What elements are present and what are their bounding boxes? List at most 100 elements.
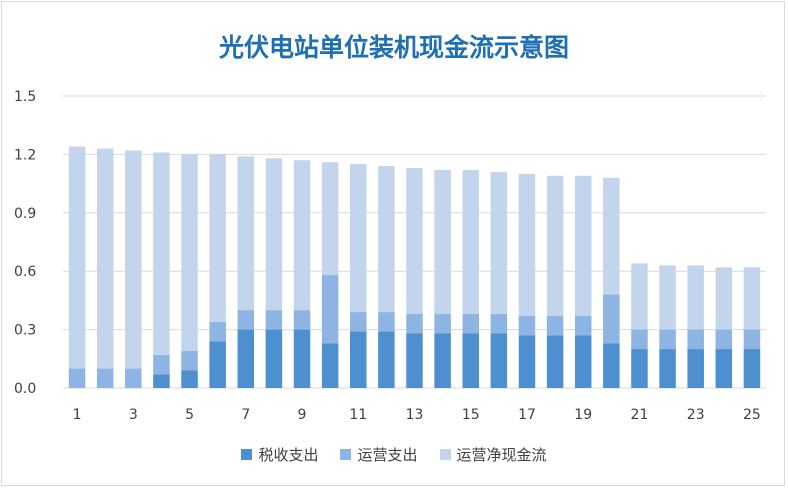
x-tick-label: 11 (349, 407, 367, 423)
bar-segment-s1-c24 (715, 329, 733, 350)
y-tick-label: 1.5 (14, 89, 36, 105)
bar-segment-s0-c13 (406, 333, 423, 388)
bar-segment-s2-c4 (153, 152, 170, 355)
bar-segment-s0-c23 (687, 349, 704, 388)
bar-segment-s0-c7 (237, 329, 255, 388)
x-tick-label: 25 (743, 407, 761, 423)
legend-item-0: 税收支出 (241, 444, 318, 465)
bar-segment-s0-c16 (490, 333, 508, 388)
bar-segment-s0-c5 (181, 370, 198, 388)
bar-segment-s2-c5 (181, 154, 198, 352)
bar-segment-s1-c17 (518, 315, 536, 336)
bar-segment-s2-c22 (659, 265, 676, 330)
bar-segment-s0-c25 (743, 349, 761, 388)
bar-segment-s0-c24 (715, 349, 733, 388)
x-tick-label: 21 (631, 407, 649, 423)
bar-segment-s2-c11 (350, 164, 367, 313)
bar-segment-s1-c10 (321, 275, 339, 344)
bar-segment-s1-c16 (490, 314, 508, 334)
bar-segment-s1-c11 (350, 312, 367, 332)
y-tick-label: 1.2 (14, 147, 36, 163)
y-tick-label: 0.9 (14, 206, 36, 222)
bar-segment-s2-c15 (462, 169, 479, 315)
bar-segment-s2-c19 (574, 175, 592, 316)
bars (68, 146, 761, 388)
bar-segment-s2-c10 (321, 162, 339, 276)
bar-segment-s0-c14 (434, 333, 451, 388)
bar-segment-s2-c18 (546, 175, 564, 316)
bar-segment-s0-c4 (153, 374, 170, 388)
bar-segment-s1-c13 (406, 314, 423, 334)
x-tick-labels: 1 3 5 7 9 11 13 15 17 19 21 23 25 (73, 407, 761, 423)
legend-swatch (439, 449, 451, 460)
bar-segment-s2-c20 (603, 177, 620, 295)
bar-segment-s2-c12 (378, 166, 395, 313)
bar-segment-s0-c21 (631, 349, 648, 388)
bar-segment-s2-c21 (631, 263, 648, 330)
bar-segment-s0-c6 (209, 341, 226, 388)
bar-segment-s2-c1 (68, 146, 86, 369)
bar-segment-s2-c24 (715, 267, 733, 330)
x-tick-label: 5 (185, 407, 194, 423)
bar-segment-s1-c22 (659, 329, 676, 350)
bar-segment-s0-c15 (462, 333, 479, 388)
bar-segment-s1-c2 (96, 368, 114, 388)
bar-segment-s2-c6 (209, 154, 226, 322)
y-tick-label: 0.3 (14, 323, 36, 339)
bar-segment-s2-c7 (237, 156, 255, 311)
bar-segment-s2-c8 (265, 158, 283, 311)
bar-segment-s1-c1 (68, 368, 86, 388)
x-tick-label: 15 (462, 407, 480, 423)
bar-segment-s1-c3 (125, 368, 142, 388)
bar-segment-s0-c8 (265, 329, 283, 388)
legend-item-2: 运营净现金流 (439, 444, 547, 465)
bar-segment-s1-c12 (378, 312, 395, 332)
bar-segment-s0-c9 (293, 329, 311, 388)
bar-segment-s1-c6 (209, 321, 226, 342)
bar-segment-s1-c25 (743, 329, 761, 350)
x-tick-label: 3 (129, 407, 138, 423)
bar-segment-s1-c15 (462, 314, 479, 334)
bar-segment-s2-c16 (490, 171, 508, 315)
bar-segment-s2-c2 (96, 148, 114, 369)
y-tick-labels: 0.0 0.3 0.6 0.9 1.2 1.5 (14, 89, 36, 397)
x-tick-label: 7 (241, 407, 250, 423)
bar-segment-s0-c11 (350, 331, 367, 388)
y-tick-label: 0.0 (14, 381, 36, 397)
bar-segment-s2-c13 (406, 168, 423, 315)
bar-segment-s1-c23 (687, 329, 704, 350)
bar-segment-s0-c19 (574, 335, 592, 388)
bar-segment-s1-c18 (546, 315, 564, 336)
bar-segment-s2-c3 (125, 150, 142, 369)
bar-segment-s2-c17 (518, 173, 536, 316)
bar-segment-s1-c5 (181, 351, 198, 371)
legend-label: 运营支出 (357, 446, 418, 464)
chart-title: 光伏电站单位装机现金流示意图 (218, 33, 569, 62)
x-tick-label: 17 (518, 407, 536, 423)
bar-segment-s1-c8 (265, 310, 283, 330)
bar-segment-s1-c7 (237, 310, 255, 330)
x-tick-label: 23 (687, 407, 705, 423)
bar-segment-s0-c22 (659, 349, 676, 388)
bar-segment-s1-c20 (603, 294, 620, 344)
y-tick-label: 0.6 (14, 264, 36, 280)
bar-segment-s0-c10 (321, 343, 339, 388)
bar-segment-s2-c25 (743, 267, 761, 330)
bar-segment-s1-c21 (631, 329, 648, 350)
bar-segment-s1-c19 (574, 315, 592, 336)
legend-item-1: 运营支出 (340, 444, 418, 465)
legend-swatch (241, 449, 253, 460)
bar-segment-s1-c4 (153, 354, 170, 375)
bar-segment-s1-c14 (434, 314, 451, 334)
bar-segment-s0-c17 (518, 335, 536, 388)
bar-segment-s2-c14 (434, 169, 451, 315)
x-tick-label: 9 (298, 407, 307, 423)
bar-segment-s1-c9 (293, 310, 311, 330)
legend-swatch (340, 449, 352, 460)
bar-segment-s2-c23 (687, 265, 704, 330)
legend-label: 税收支出 (258, 446, 319, 464)
bar-segment-s0-c20 (603, 343, 620, 388)
bar-segment-s0-c18 (546, 335, 564, 388)
bar-segment-s2-c9 (293, 160, 311, 311)
